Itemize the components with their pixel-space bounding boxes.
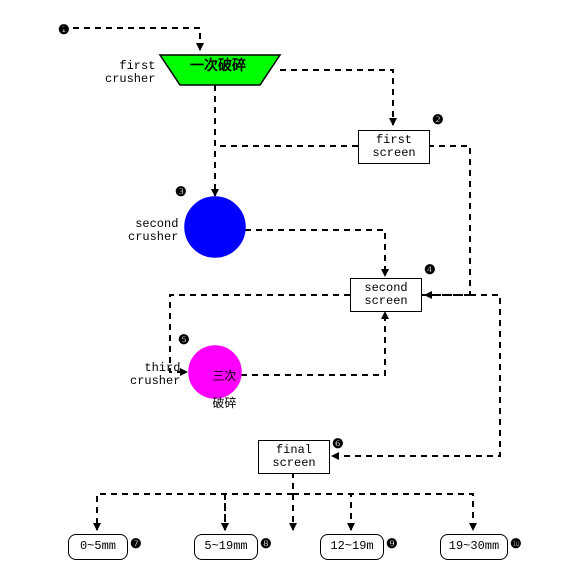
out3-label: 12~19m	[330, 540, 373, 553]
crusher1-label: 一次破碎	[190, 60, 246, 75]
edge	[332, 295, 500, 456]
crusher3-side-label: thirdcrusher	[130, 362, 180, 388]
badge-7: ❼	[130, 536, 142, 552]
finalscreen-l2: screen	[272, 457, 315, 470]
screen2-l2: screen	[364, 295, 407, 308]
crusher3-l1: 三次	[212, 370, 236, 384]
badge-2: ❷	[432, 112, 444, 128]
edge	[225, 494, 293, 530]
badge-6: ❻	[332, 436, 344, 452]
out1-label: 0~5mm	[80, 540, 116, 553]
out1-node: 0~5mm	[68, 534, 128, 560]
screen1-node: first screen	[358, 130, 430, 164]
badge-10: ❿	[510, 536, 522, 552]
edge	[280, 70, 393, 125]
finalscreen-node: final screen	[258, 440, 330, 474]
out4-label: 19~30mm	[449, 540, 499, 553]
badge-9: ❾	[386, 536, 398, 552]
badge-4: ❹	[424, 262, 436, 278]
edge	[97, 472, 293, 530]
badge-8: ❽	[260, 536, 272, 552]
edge	[62, 28, 200, 50]
out3-node: 12~19m	[320, 534, 384, 560]
edge	[293, 494, 351, 530]
edge	[245, 230, 385, 276]
crusher2-side-label: secondcrusher	[128, 218, 178, 244]
out2-node: 5~19mm	[194, 534, 258, 560]
screen2-node: second screen	[350, 278, 422, 312]
out2-label: 5~19mm	[204, 540, 247, 553]
screen1-l2: screen	[372, 147, 415, 160]
badge-3: ❸	[175, 184, 187, 200]
crusher1-side-label: firstcrusher	[105, 60, 155, 86]
badge-1: ❶	[58, 22, 70, 38]
edge	[293, 494, 473, 530]
crusher3-l2: 破碎	[212, 397, 236, 411]
badge-5: ❺	[178, 332, 190, 348]
crusher3-label: 三次 破碎	[198, 358, 236, 411]
out4-node: 19~30mm	[440, 534, 508, 560]
edge	[241, 312, 385, 375]
